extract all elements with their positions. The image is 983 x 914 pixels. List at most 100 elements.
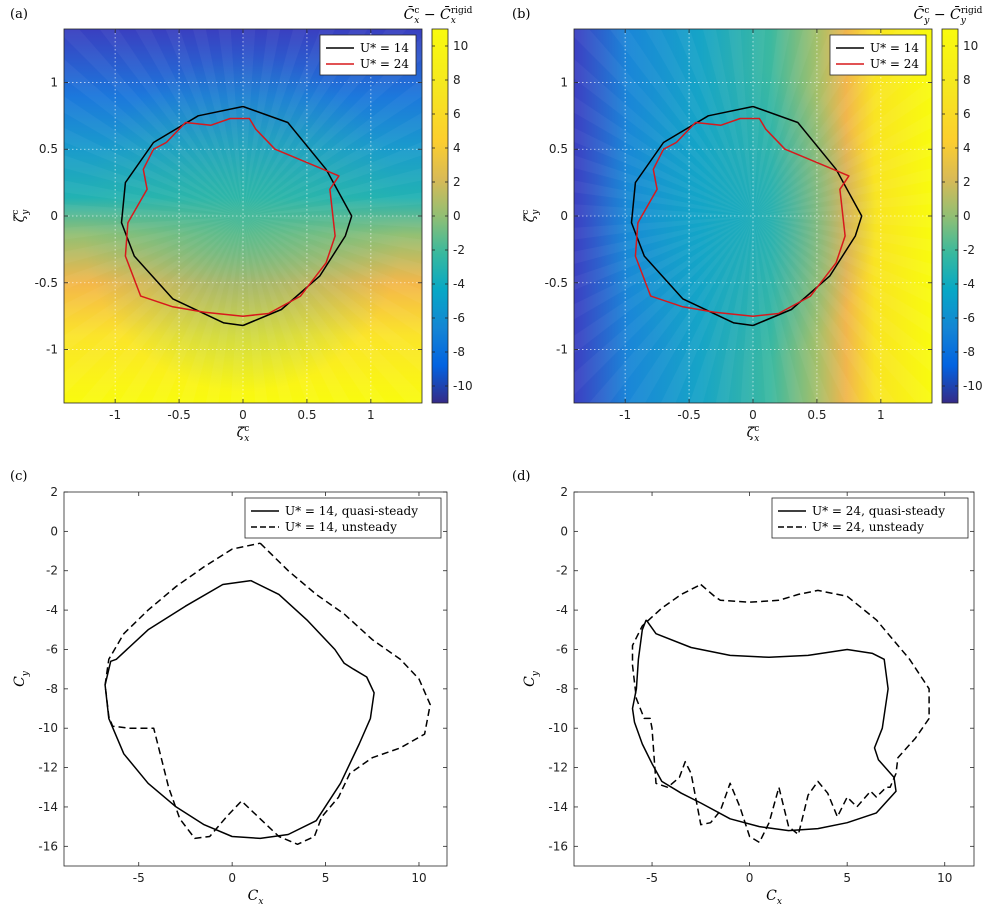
heatmap-wedge (574, 204, 753, 216)
y-tick-label: 0 (50, 209, 58, 223)
y-tick-label: -8 (556, 682, 568, 696)
panel-a: (a) -1 -0.5 0 0.5 1 1 0.5 0 -0.5 -1 ζ̇c x ζ̇cy 10 8 6 4 2 0… (10, 5, 473, 444)
x-tick-label: 0 (228, 871, 236, 885)
legend-label: U* = 14 (360, 41, 409, 55)
colorbar-tick-label: 0 (453, 209, 461, 223)
panel-label: (c) (10, 469, 27, 484)
y-tick-label: -8 (46, 682, 58, 696)
y-tick-label: 0.5 (39, 142, 58, 156)
heatmap-wedge (574, 216, 753, 320)
y-tick-label: 1 (560, 75, 568, 89)
heatmap-wedge (753, 216, 932, 305)
heatmap-wedge (753, 29, 791, 216)
legend-label: U* = 24 (360, 57, 409, 71)
heatmap-wedge (243, 216, 422, 252)
x-axis-title: ζ̇c x (237, 424, 250, 444)
colorbar-tick-label: 0 (963, 209, 971, 223)
y-tick-label: -16 (38, 839, 58, 853)
x-tick-label: -1 (109, 408, 121, 422)
y-tick-label: 0 (50, 524, 58, 538)
colorbar-tick-label: 10 (963, 39, 978, 53)
y-tick-label: -10 (548, 721, 568, 735)
legend-label: U* = 24, unsteady (812, 520, 924, 534)
colorbar-tick-label: -10 (963, 379, 983, 393)
colorbar-tick-label: 4 (453, 141, 461, 155)
y-axis-title: ζ̇cy (11, 209, 31, 223)
y-tick-label: -0.5 (35, 276, 58, 290)
heatmap-wedge (64, 180, 243, 216)
heatmap-wedge (574, 127, 753, 216)
x-tick-label: 0 (749, 408, 757, 422)
heatmap-wedge (740, 216, 753, 403)
heatmap-wedge (574, 96, 753, 216)
y-tick-label: -2 (46, 564, 58, 578)
y-tick-label: 1 (50, 75, 58, 89)
series-line-1 (634, 117, 850, 317)
y-tick-label: 0.5 (549, 142, 568, 156)
heatmap-wedge (753, 192, 932, 216)
heatmap-center-tone (64, 29, 422, 403)
heatmap-wedge (79, 216, 243, 403)
colorbar-tick-label: 2 (963, 175, 971, 189)
x-tick-label: -5 (646, 871, 658, 885)
heatmap-wedge (64, 216, 243, 291)
heatmap-wedge (243, 216, 422, 228)
heatmap-wedge (574, 216, 753, 395)
heatmap-wedge (179, 216, 243, 403)
y-tick-label: -6 (556, 642, 568, 656)
heatmap-wedge (243, 29, 281, 216)
x-tick-label: -5 (133, 871, 145, 885)
y-tick-label: -12 (38, 761, 58, 775)
heatmap-wedge (753, 216, 861, 403)
x-tick-label: -0.5 (677, 408, 700, 422)
y-tick-label: 2 (50, 485, 58, 499)
heatmap-wedge (753, 29, 846, 216)
heatmap-wedge (675, 29, 753, 216)
y-tick-label: 0 (560, 524, 568, 538)
heatmap-wedge (118, 216, 243, 403)
y-tick-label: -14 (38, 800, 58, 814)
heatmap-wedge (64, 216, 243, 240)
colorbar-tick-label: 8 (453, 73, 461, 87)
heatmap-wedge (574, 216, 753, 291)
legend-box (244, 497, 442, 539)
heatmap-wedge (753, 29, 878, 216)
x-tick-label: 0 (746, 871, 754, 885)
heatmap-wedge (64, 29, 243, 216)
heatmap-wedge (243, 216, 422, 373)
heatmap-wedge (753, 216, 932, 373)
colorbar-tick-label: -6 (453, 311, 465, 325)
heatmap-wedge (243, 29, 336, 216)
heatmap-wedge (243, 216, 351, 403)
heatmap-wedge (728, 29, 753, 216)
panel-d: (d) -5 0 5 10 2 0 -2 -4 -6 -8 -10 -12 -14 -16 Cx Cy U* = … (512, 469, 975, 907)
heatmap-wedge (753, 29, 817, 216)
heatmap-wedge (205, 216, 243, 403)
legend-label: U* = 14 (870, 41, 919, 55)
heatmap-wedge (753, 216, 932, 228)
plot-frame (573, 491, 975, 867)
heatmap-wedge (243, 192, 422, 216)
heatmap-wedge (64, 204, 243, 216)
series-line-1 (104, 542, 431, 846)
heatmap-wedges (64, 29, 422, 403)
heatmap-wedge (589, 216, 753, 403)
heatmap-wedge (218, 29, 243, 216)
panel-label: (a) (10, 7, 28, 22)
y-axis-title: Cy (12, 670, 31, 687)
colorbar-tick-label: -4 (963, 277, 975, 291)
legend-label: U* = 24, quasi-steady (812, 504, 945, 518)
legend-box (829, 34, 927, 76)
x-axis-title: Cx (248, 888, 264, 907)
heatmap-wedge (243, 37, 422, 216)
heatmap-wedge (574, 59, 753, 216)
x-tick-label: 10 (411, 871, 426, 885)
series-line-0 (631, 619, 897, 832)
legend-box (319, 34, 417, 76)
legend-label: U* = 24 (870, 57, 919, 71)
x-tick-label: 5 (843, 871, 851, 885)
heatmap-wedge (628, 216, 753, 403)
colorbar-tick-label: 6 (453, 107, 461, 121)
x-tick-label: 0 (239, 408, 247, 422)
colorbar-tick-label: -2 (963, 243, 975, 257)
